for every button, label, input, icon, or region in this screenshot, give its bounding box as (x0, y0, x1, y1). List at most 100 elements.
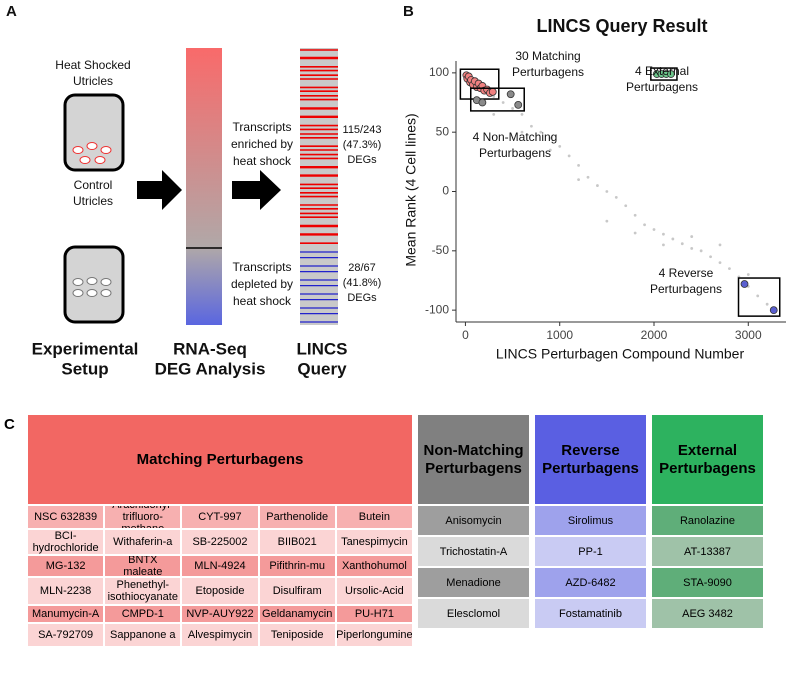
table-cell: Sappanone a (104, 623, 182, 647)
label: heat shock (233, 294, 292, 308)
y-tick-label: -100 (425, 302, 449, 316)
table-cell: Butein (335, 505, 413, 529)
dish-heat (63, 93, 125, 172)
point (548, 136, 552, 140)
panel-label: C (4, 416, 15, 433)
point (652, 228, 656, 231)
point (530, 124, 533, 128)
x-tick-label: 3000 (735, 328, 762, 342)
annotation: Perturbagens (479, 146, 551, 160)
table-cell: Elesclomol (417, 598, 530, 629)
x-tick-label: 2000 (641, 328, 668, 342)
point (558, 145, 562, 148)
point (746, 273, 750, 276)
table-header: External Perturbagens (651, 414, 764, 505)
column-label: Query (297, 359, 347, 378)
count-label: 28/67 (348, 262, 376, 274)
annotation: 4 Reverse (659, 266, 714, 280)
point (671, 237, 675, 241)
point (548, 148, 552, 152)
table-cell: Alvespimycin (181, 623, 259, 647)
barcode-lines (300, 49, 338, 323)
x-tick-label: 0 (462, 328, 469, 342)
point (605, 190, 609, 193)
label: Transcripts (233, 120, 292, 134)
label: heat shock (233, 154, 292, 168)
highlight-point (667, 70, 675, 78)
deg-bar (186, 48, 222, 325)
column-label: Experimental (32, 339, 139, 358)
table-cell: MLN-4924 (181, 555, 259, 577)
point (633, 231, 637, 235)
table-cell: PP-1 (534, 536, 647, 567)
table-cell: Disulfiram (258, 577, 336, 605)
y-tick-label: 50 (436, 124, 450, 138)
table-header: Matching Perturbagens (27, 414, 413, 505)
table-cell: Sirolimus (534, 505, 647, 536)
group-box (469, 87, 525, 112)
table-cell: Ranolazine (651, 505, 764, 536)
label: enriched by (231, 137, 293, 151)
point (520, 112, 524, 116)
point (633, 213, 637, 217)
label: Utricles (73, 194, 113, 208)
highlight-point (506, 90, 515, 99)
point (680, 242, 684, 246)
group-box (650, 67, 678, 81)
point (718, 261, 722, 265)
table-cell: Tanespimycin (335, 529, 413, 555)
point (567, 154, 571, 158)
point (492, 112, 496, 116)
point (511, 107, 514, 110)
table-cell: MLN-2238 (27, 577, 105, 605)
point (605, 219, 609, 223)
point (709, 255, 712, 259)
count-label: 115/243 (343, 124, 382, 136)
table-cell: Parthenolide (258, 505, 336, 529)
label: Utricles (73, 74, 113, 88)
point (699, 249, 703, 253)
table-cell: PU-H71 (335, 605, 413, 623)
x-axis-label: LINCS Perturbagen Compound Number (496, 346, 745, 362)
table-cell: Etoposide (181, 577, 259, 605)
table-cell: Pifithrin-mu (258, 555, 336, 577)
y-tick-label: 100 (429, 65, 449, 79)
annotation: Perturbagens (650, 282, 722, 296)
table-cell: Geldanamycin (258, 605, 336, 623)
arrow (137, 170, 182, 210)
table-cell: Manumycin-A (27, 605, 105, 623)
table-cell: SB-225002 (181, 529, 259, 555)
point (662, 243, 665, 247)
table-cell: AZD-6482 (534, 567, 647, 598)
table-cell: Fostamatinib (534, 598, 647, 629)
column-label: LINCS (297, 339, 348, 358)
highlight-point (514, 100, 523, 109)
point (614, 196, 618, 199)
table-cell: Ursolic-Acid (335, 577, 413, 605)
point (539, 130, 543, 134)
table-cell: AT-13387 (651, 536, 764, 567)
count-label: (47.3%) (343, 139, 382, 151)
table-cell: Arachidonyl-trifluoro-methane (104, 505, 182, 529)
point (577, 178, 580, 182)
column-label: RNA-Seq (173, 339, 247, 358)
column-label: Setup (61, 359, 108, 378)
cells-control (72, 277, 112, 297)
point (662, 232, 665, 236)
table-cell: Piperlongumine (335, 623, 413, 647)
count-label: DEGs (347, 154, 377, 166)
point (690, 235, 694, 238)
label: Control (74, 178, 113, 192)
table-cell: CYT-997 (181, 505, 259, 529)
annotation: Perturbagens (626, 80, 698, 94)
y-tick-label: 0 (442, 184, 449, 198)
table-cell: MG-132 (27, 555, 105, 577)
table-cell: SA-792709 (27, 623, 105, 647)
highlight-point (740, 280, 749, 288)
label: Heat Shocked (55, 58, 130, 72)
table-cell: Anisomycin (417, 505, 530, 536)
table-cell: Teniposide (258, 623, 336, 647)
cells-heat (72, 142, 112, 164)
arrow (232, 170, 281, 210)
